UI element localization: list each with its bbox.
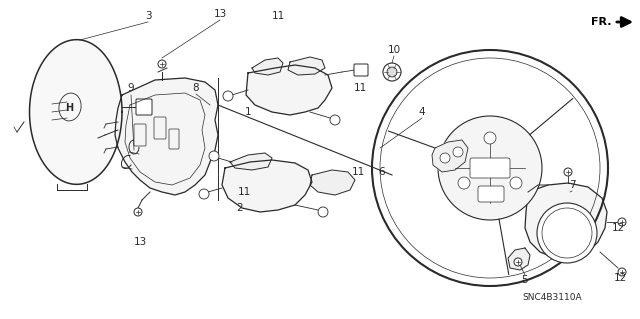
Polygon shape: [29, 40, 122, 184]
Circle shape: [618, 218, 626, 226]
Circle shape: [514, 258, 522, 266]
Polygon shape: [288, 57, 325, 75]
Polygon shape: [230, 153, 272, 170]
Text: 5: 5: [522, 275, 528, 285]
Text: 12: 12: [613, 273, 627, 283]
Polygon shape: [246, 65, 332, 115]
Text: 1: 1: [244, 107, 252, 117]
FancyBboxPatch shape: [354, 64, 368, 76]
Text: 11: 11: [353, 83, 367, 93]
Polygon shape: [115, 78, 218, 195]
Text: H: H: [65, 103, 73, 113]
FancyBboxPatch shape: [136, 99, 152, 115]
Circle shape: [484, 132, 496, 144]
Polygon shape: [310, 170, 355, 195]
Circle shape: [510, 177, 522, 189]
Circle shape: [440, 153, 450, 163]
Text: 8: 8: [193, 83, 199, 93]
Circle shape: [330, 115, 340, 125]
Polygon shape: [252, 58, 283, 75]
Polygon shape: [525, 183, 607, 258]
Circle shape: [134, 208, 142, 216]
FancyBboxPatch shape: [470, 158, 510, 178]
Circle shape: [564, 168, 572, 176]
FancyBboxPatch shape: [478, 186, 504, 202]
Text: FR.: FR.: [591, 17, 612, 27]
Text: SNC4B3110A: SNC4B3110A: [522, 293, 582, 302]
Text: 4: 4: [419, 107, 426, 117]
Polygon shape: [432, 140, 468, 172]
Circle shape: [318, 207, 328, 217]
Circle shape: [209, 151, 219, 161]
Circle shape: [199, 189, 209, 199]
Polygon shape: [222, 160, 312, 212]
Text: 11: 11: [271, 11, 285, 21]
Circle shape: [537, 203, 597, 263]
Text: 11: 11: [351, 167, 365, 177]
Text: 6: 6: [379, 167, 385, 177]
Circle shape: [453, 147, 463, 157]
Text: 3: 3: [145, 11, 151, 21]
Text: 11: 11: [237, 187, 251, 197]
Circle shape: [223, 91, 233, 101]
Text: 9: 9: [128, 83, 134, 93]
Text: 2: 2: [237, 203, 243, 213]
Polygon shape: [508, 248, 530, 270]
Text: 7: 7: [569, 180, 575, 190]
Text: 13: 13: [133, 237, 147, 247]
Text: 10: 10: [387, 45, 401, 55]
Circle shape: [618, 268, 626, 276]
Circle shape: [438, 116, 542, 220]
Circle shape: [383, 63, 401, 81]
Circle shape: [458, 177, 470, 189]
Circle shape: [158, 60, 166, 68]
Circle shape: [387, 67, 397, 77]
Text: 12: 12: [611, 223, 625, 233]
Text: 13: 13: [213, 9, 227, 19]
